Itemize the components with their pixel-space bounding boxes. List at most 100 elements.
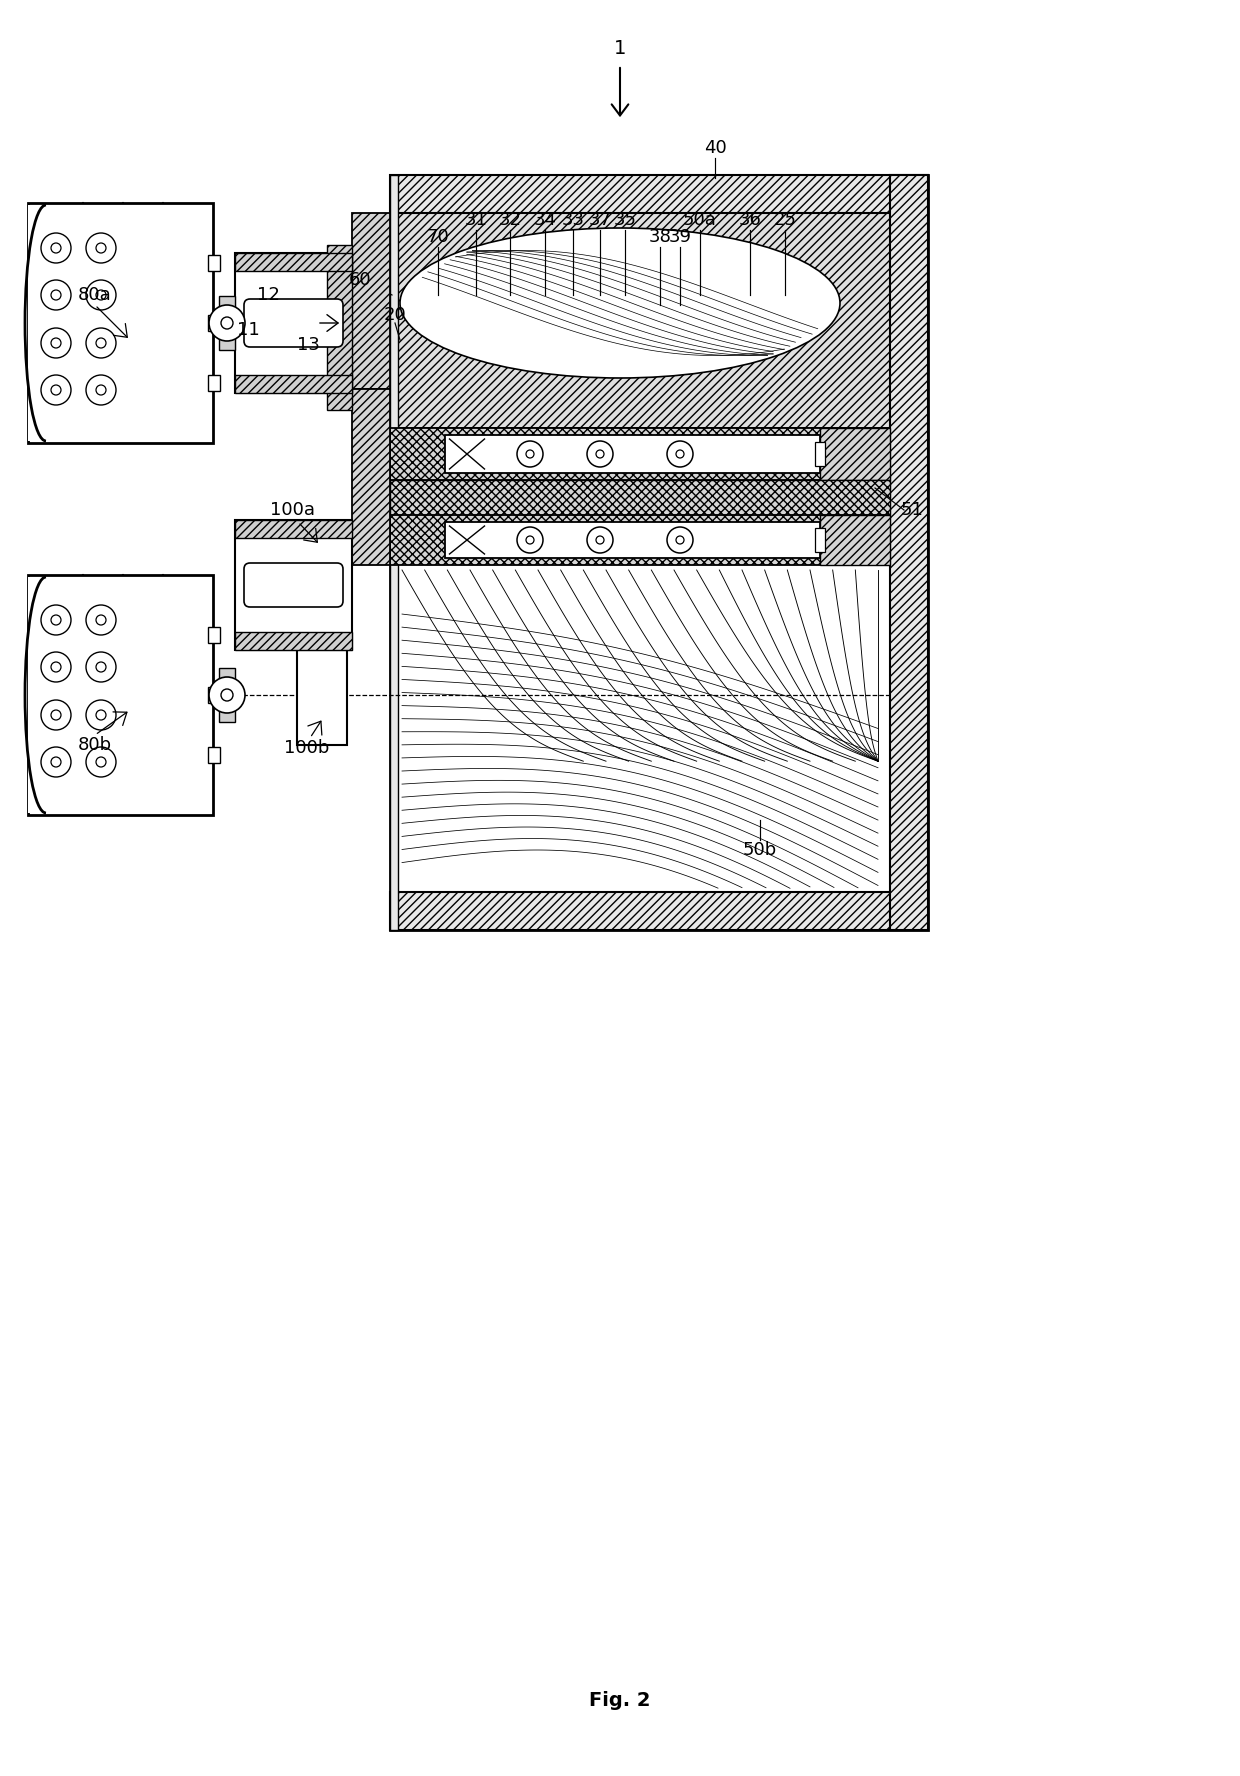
- Bar: [29, 202, 213, 442]
- Bar: [327, 245, 352, 410]
- Circle shape: [667, 440, 693, 467]
- Bar: [236, 252, 352, 392]
- Circle shape: [41, 652, 71, 682]
- Circle shape: [587, 440, 613, 467]
- Circle shape: [95, 337, 105, 348]
- Bar: [29, 575, 213, 815]
- Text: 40: 40: [703, 139, 727, 156]
- Circle shape: [95, 385, 105, 394]
- Bar: [391, 213, 890, 428]
- Bar: [391, 176, 398, 931]
- Text: 39: 39: [668, 227, 692, 247]
- Bar: [391, 176, 928, 213]
- Bar: [208, 687, 219, 703]
- Bar: [219, 300, 236, 345]
- Circle shape: [51, 757, 61, 767]
- Text: 70: 70: [427, 227, 449, 247]
- Bar: [236, 520, 352, 538]
- Text: 31: 31: [465, 211, 487, 229]
- Bar: [236, 375, 352, 392]
- Circle shape: [51, 662, 61, 671]
- Text: 34: 34: [533, 211, 557, 229]
- Bar: [391, 480, 890, 515]
- Bar: [445, 435, 820, 472]
- FancyBboxPatch shape: [244, 563, 343, 607]
- Text: 50a: 50a: [683, 211, 717, 229]
- Bar: [391, 176, 928, 931]
- Circle shape: [210, 305, 246, 341]
- Bar: [445, 522, 820, 558]
- Bar: [815, 442, 825, 465]
- Circle shape: [210, 677, 246, 712]
- Circle shape: [86, 652, 117, 682]
- Bar: [236, 520, 352, 650]
- Circle shape: [51, 243, 61, 252]
- Circle shape: [676, 536, 684, 543]
- Circle shape: [95, 289, 105, 300]
- Bar: [820, 428, 890, 480]
- Circle shape: [41, 606, 71, 636]
- Circle shape: [41, 700, 71, 730]
- Text: 32: 32: [498, 211, 522, 229]
- Text: 35: 35: [614, 211, 636, 229]
- Text: 25: 25: [774, 211, 796, 229]
- Circle shape: [526, 449, 534, 458]
- Bar: [815, 527, 825, 552]
- Circle shape: [596, 536, 604, 543]
- Bar: [219, 668, 236, 723]
- Circle shape: [41, 329, 71, 359]
- Text: 13: 13: [296, 336, 320, 353]
- Bar: [352, 213, 391, 389]
- Circle shape: [51, 337, 61, 348]
- Circle shape: [51, 289, 61, 300]
- Polygon shape: [29, 577, 46, 813]
- Bar: [236, 632, 352, 650]
- Circle shape: [676, 449, 684, 458]
- Bar: [219, 673, 236, 718]
- Ellipse shape: [401, 227, 839, 378]
- Bar: [391, 515, 890, 565]
- Bar: [391, 892, 928, 931]
- Circle shape: [95, 757, 105, 767]
- Text: 37: 37: [589, 211, 611, 229]
- Text: 33: 33: [562, 211, 584, 229]
- Circle shape: [86, 329, 117, 359]
- Circle shape: [86, 606, 117, 636]
- Circle shape: [86, 748, 117, 778]
- Text: 80b: 80b: [78, 735, 112, 755]
- Circle shape: [221, 689, 233, 702]
- Circle shape: [41, 233, 71, 263]
- Bar: [298, 650, 347, 744]
- Bar: [219, 297, 236, 350]
- Text: 36: 36: [739, 211, 761, 229]
- Text: 20: 20: [383, 305, 407, 323]
- Circle shape: [41, 375, 71, 405]
- Circle shape: [526, 536, 534, 543]
- Circle shape: [51, 710, 61, 719]
- Circle shape: [86, 375, 117, 405]
- Circle shape: [517, 440, 543, 467]
- Bar: [391, 428, 890, 480]
- Circle shape: [95, 662, 105, 671]
- Text: 50b: 50b: [743, 842, 777, 860]
- Bar: [208, 256, 219, 272]
- Circle shape: [517, 527, 543, 552]
- Text: 12: 12: [257, 286, 279, 304]
- Circle shape: [587, 527, 613, 552]
- Text: 100a: 100a: [269, 501, 315, 519]
- Bar: [208, 314, 219, 330]
- Circle shape: [51, 614, 61, 625]
- Circle shape: [667, 527, 693, 552]
- Text: 51: 51: [900, 501, 924, 519]
- Circle shape: [95, 243, 105, 252]
- Circle shape: [86, 233, 117, 263]
- Bar: [236, 252, 352, 272]
- FancyBboxPatch shape: [244, 298, 343, 346]
- Circle shape: [41, 748, 71, 778]
- Circle shape: [51, 385, 61, 394]
- Circle shape: [86, 281, 117, 311]
- Circle shape: [86, 700, 117, 730]
- Bar: [890, 176, 928, 931]
- Circle shape: [41, 281, 71, 311]
- Circle shape: [95, 710, 105, 719]
